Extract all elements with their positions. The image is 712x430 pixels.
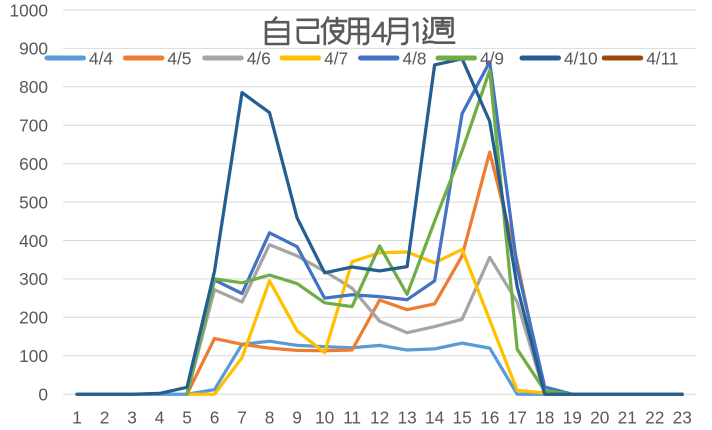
svg-text:4/8: 4/8 (403, 48, 427, 68)
svg-text:700: 700 (19, 116, 48, 136)
svg-text:10: 10 (315, 408, 334, 428)
svg-text:2: 2 (100, 408, 110, 428)
svg-text:19: 19 (563, 408, 582, 428)
svg-text:6: 6 (210, 408, 220, 428)
svg-text:4/9: 4/9 (480, 48, 504, 68)
svg-text:5: 5 (182, 408, 192, 428)
svg-text:8: 8 (265, 408, 275, 428)
svg-text:16: 16 (480, 408, 499, 428)
svg-text:22: 22 (645, 408, 664, 428)
svg-text:4/6: 4/6 (247, 48, 271, 68)
svg-text:4/11: 4/11 (646, 48, 678, 68)
svg-text:20: 20 (590, 408, 609, 428)
svg-text:7: 7 (237, 408, 247, 428)
svg-text:21: 21 (618, 408, 637, 428)
svg-text:14: 14 (425, 408, 445, 428)
svg-text:4: 4 (155, 408, 165, 428)
svg-text:23: 23 (673, 408, 692, 428)
svg-text:800: 800 (19, 77, 48, 97)
svg-text:17: 17 (508, 408, 527, 428)
svg-text:9: 9 (292, 408, 302, 428)
svg-text:0: 0 (38, 385, 48, 405)
svg-text:11: 11 (343, 408, 361, 428)
svg-text:900: 900 (19, 39, 48, 59)
svg-text:4/10: 4/10 (564, 48, 598, 68)
svg-text:4/5: 4/5 (167, 48, 191, 68)
svg-text:3: 3 (127, 408, 137, 428)
svg-text:15: 15 (452, 408, 471, 428)
svg-text:200: 200 (19, 308, 48, 328)
svg-text:400: 400 (19, 231, 48, 251)
svg-text:1000: 1000 (10, 0, 48, 20)
svg-text:4/4: 4/4 (89, 48, 113, 68)
svg-text:500: 500 (19, 192, 48, 212)
svg-text:300: 300 (19, 269, 48, 289)
svg-text:600: 600 (19, 154, 48, 174)
svg-text:1: 1 (72, 408, 82, 428)
svg-text:12: 12 (370, 408, 389, 428)
svg-text:4/7: 4/7 (324, 48, 348, 68)
svg-text:100: 100 (19, 346, 48, 366)
svg-text:13: 13 (397, 408, 416, 428)
svg-text:18: 18 (535, 408, 554, 428)
